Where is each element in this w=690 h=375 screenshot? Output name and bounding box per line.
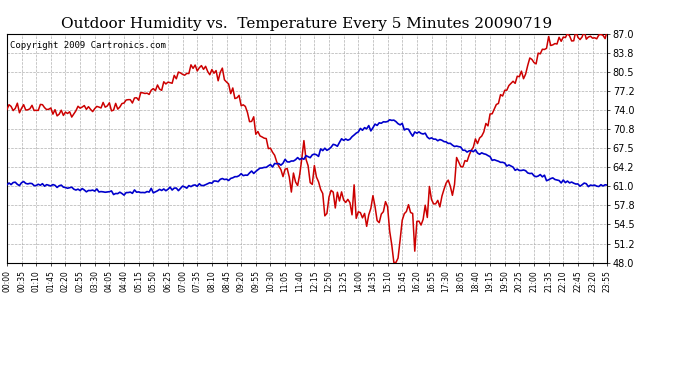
Text: Copyright 2009 Cartronics.com: Copyright 2009 Cartronics.com [10,40,166,50]
Title: Outdoor Humidity vs.  Temperature Every 5 Minutes 20090719: Outdoor Humidity vs. Temperature Every 5… [61,17,553,31]
